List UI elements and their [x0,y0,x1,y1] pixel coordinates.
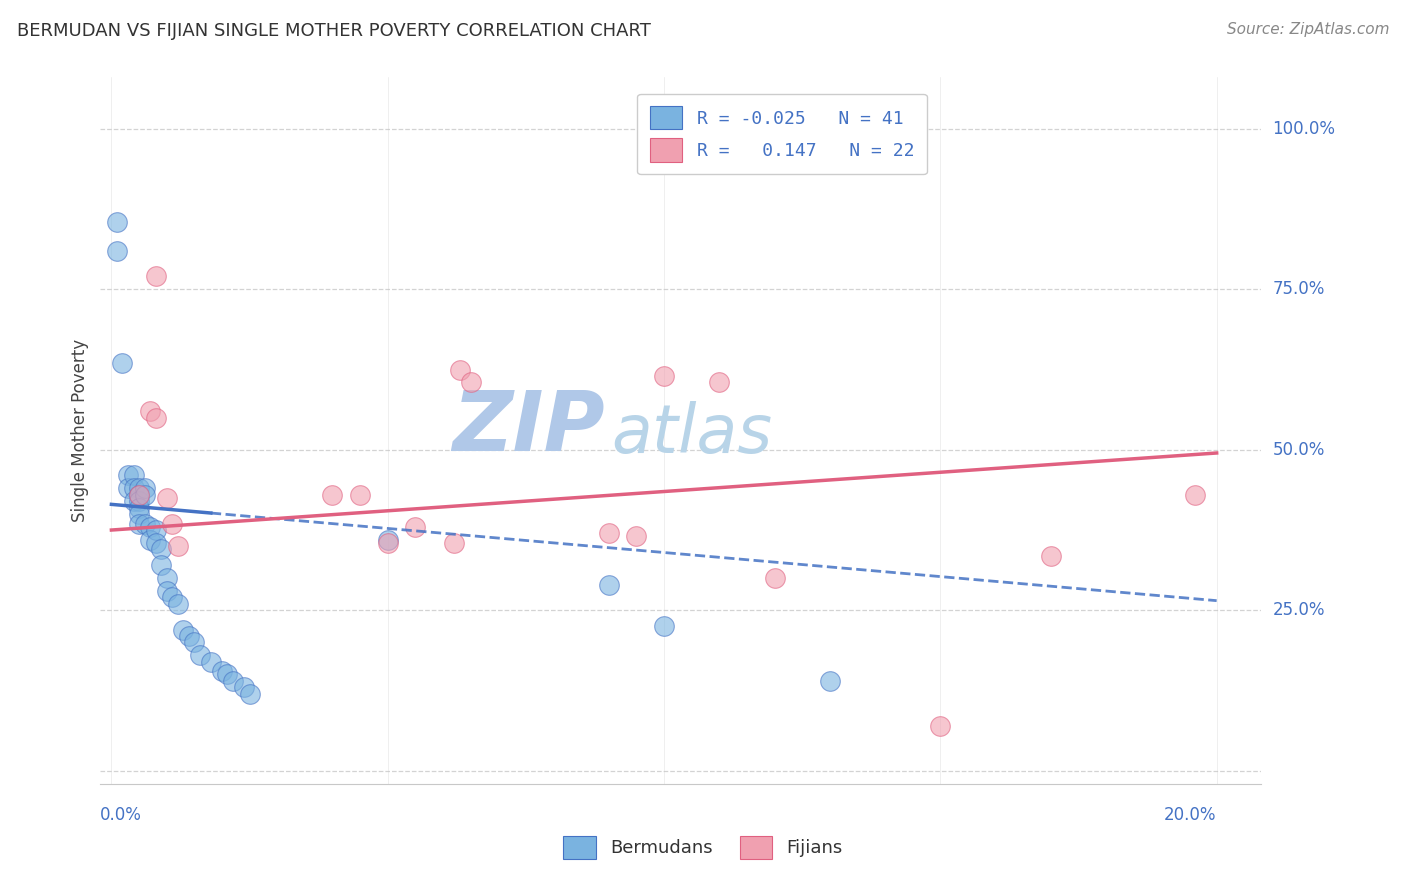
Point [211,665,233,679]
Point [150,542,173,557]
Point [377,533,399,547]
Text: ZIP: ZIP [453,386,605,467]
Point [233,681,256,695]
Point [156,571,179,585]
Point [128,481,150,495]
Point [139,520,162,534]
Legend: R = -0.025   N = 41, R =   0.147   N = 22: R = -0.025 N = 41, R = 0.147 N = 22 [637,94,927,174]
Text: 100.0%: 100.0% [1272,120,1336,137]
Point [188,648,211,663]
Point [134,481,156,495]
Point [763,571,786,585]
Point [1184,488,1206,502]
Text: 50.0%: 50.0% [1272,441,1324,458]
Point [128,500,150,515]
Point [652,619,675,633]
Point [929,719,952,733]
Point [449,362,471,376]
Point [222,673,245,688]
Text: 25.0%: 25.0% [1272,601,1324,619]
Point [145,523,167,537]
Point [200,655,222,669]
Point [122,468,145,483]
Point [117,481,139,495]
Point [128,516,150,531]
Point [145,410,167,425]
Point [460,376,482,390]
Point [134,488,156,502]
Point [122,494,145,508]
Point [160,516,183,531]
Text: BERMUDAN VS FIJIAN SINGLE MOTHER POVERTY CORRELATION CHART: BERMUDAN VS FIJIAN SINGLE MOTHER POVERTY… [17,22,651,40]
Point [183,635,205,649]
Point [652,368,675,383]
Text: 0.0%: 0.0% [100,806,142,824]
Point [626,529,648,543]
Point [172,623,194,637]
Point [598,526,620,541]
Text: 20.0%: 20.0% [1164,806,1216,824]
Point [156,584,179,599]
Point [160,591,183,605]
Point [111,356,134,370]
Point [145,269,167,284]
Point [122,481,145,495]
Point [709,376,731,390]
Point [105,244,128,258]
Text: Source: ZipAtlas.com: Source: ZipAtlas.com [1226,22,1389,37]
Point [818,673,841,688]
Point [166,539,188,553]
Point [404,520,426,534]
Point [117,468,139,483]
Y-axis label: Single Mother Poverty: Single Mother Poverty [72,339,89,522]
Point [105,215,128,229]
Text: 75.0%: 75.0% [1272,280,1324,298]
Point [156,491,179,505]
Point [217,667,239,681]
Point [321,488,343,502]
Point [128,494,150,508]
Point [166,597,188,611]
Point [349,488,371,502]
Point [128,507,150,521]
Legend: Bermudans, Fijians: Bermudans, Fijians [553,825,853,870]
Point [238,687,260,701]
Text: atlas: atlas [612,401,772,467]
Point [177,629,200,643]
Point [377,536,399,550]
Point [134,516,156,531]
Point [443,536,465,550]
Point [1039,549,1062,563]
Point [128,488,150,502]
Point [139,533,162,547]
Point [139,404,162,418]
Point [145,536,167,550]
Point [128,488,150,502]
Point [150,558,173,573]
Point [598,577,620,591]
